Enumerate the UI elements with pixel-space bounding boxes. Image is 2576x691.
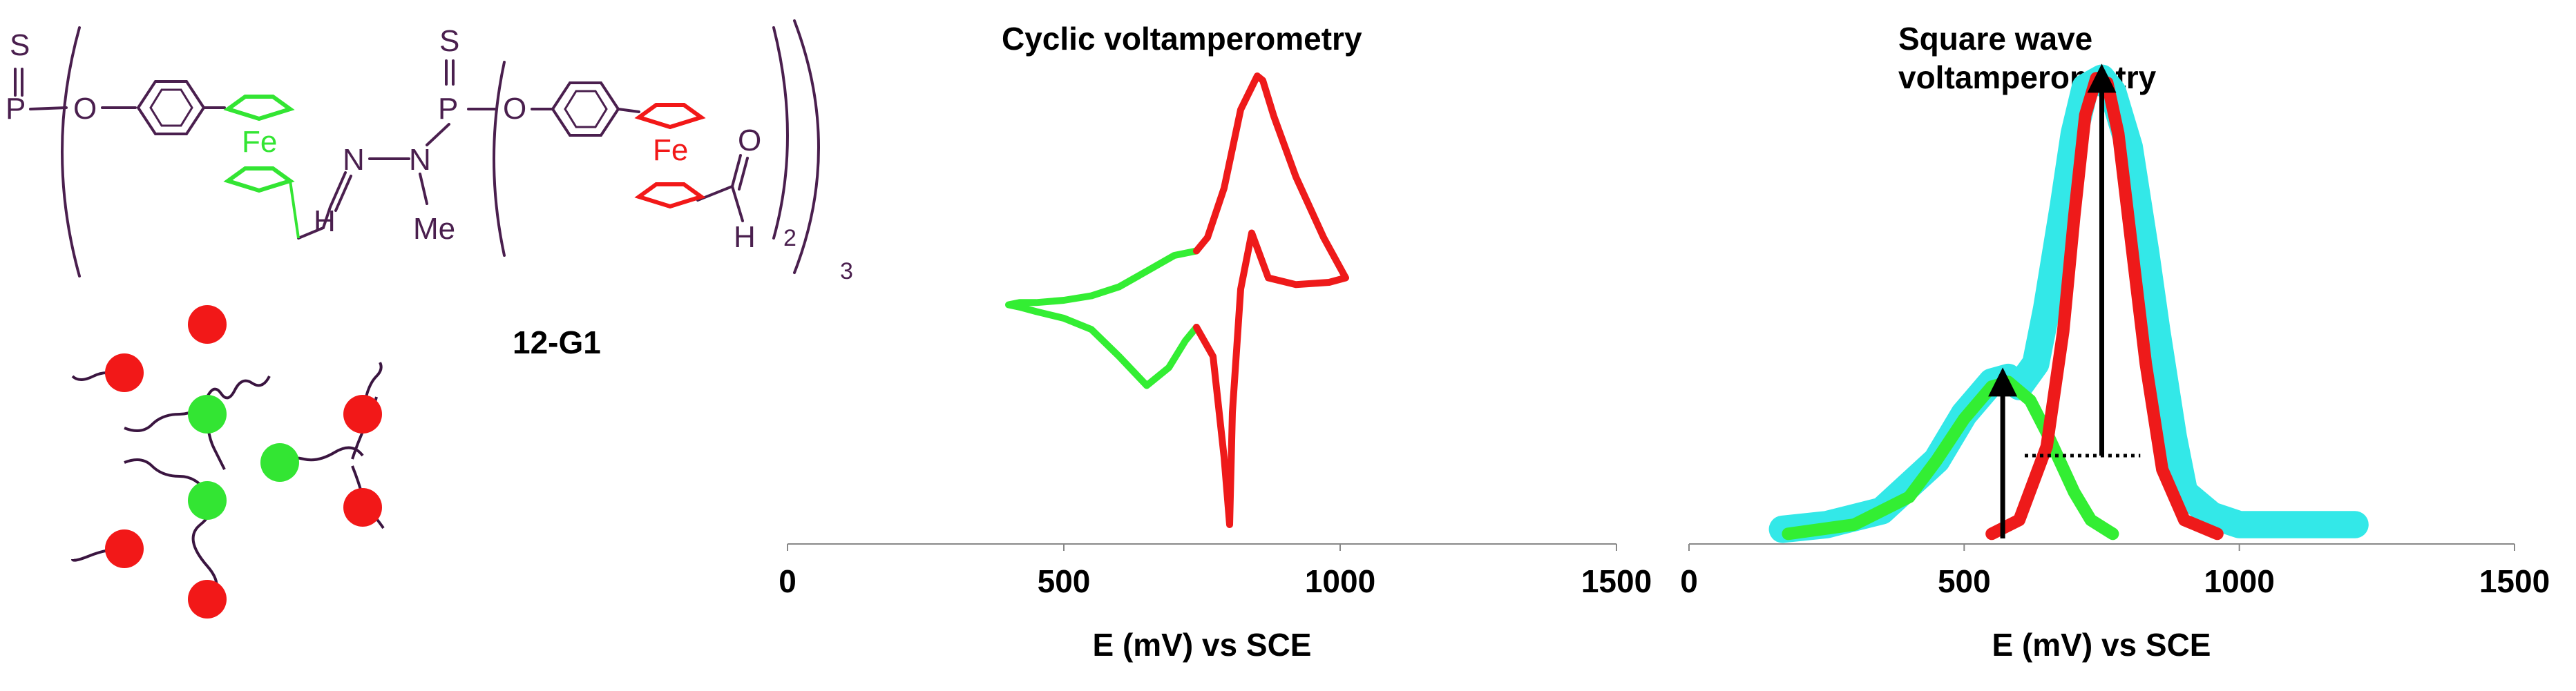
bond-ring-cp-right [617,108,640,113]
bond-p-o-left [29,106,68,110]
bracket-inner-right [772,26,789,240]
atom-h-imine: H [314,204,336,238]
cv-series-red-ferrocene [1193,72,1349,528]
bond-cho-o-double [738,157,749,191]
cp-ring-red-top [634,103,706,130]
sw-annotations [1988,64,2141,538]
ferrocene-green [223,95,300,239]
bond-cho-o [731,154,742,188]
ferrocene-red [634,103,706,209]
sw-tick-label: 0 [1680,563,1698,599]
sw-ticks: 0 500 1000 1500 [1680,544,2550,599]
atom-s-right: S [439,24,459,58]
atom-p-left: P [6,92,26,126]
sw-chart: Square wave voltamperometry 0 500 1000 1500… [1680,21,2550,663]
phenyl-ring-left-inner [149,88,193,127]
bond-cho-h [731,185,744,222]
bond-n-p-right [426,123,450,146]
cartoon-node-lower-bottom-end [188,580,227,619]
sw-x-label: E (mV) vs SCE [1992,627,2211,663]
atom-o-right: O [503,92,526,126]
atom-o-aldehyde: O [738,124,761,157]
bond-n-me [419,173,428,205]
cartoon-node-right-upper-end [343,395,382,434]
atom-s-left: S [10,28,30,62]
bond-c-n-double-2 [334,175,352,212]
cartoon-node-upper-branch [188,395,227,434]
cv-series [1005,72,1349,528]
sw-tick-label: 500 [1938,563,1991,599]
cartoon-link-11 [365,362,383,398]
compound-label: 12-G1 [513,324,601,360]
atom-p-right: P [438,92,458,126]
atom-n-amine: N [409,143,431,177]
cartoon-node-right-lower-end [343,488,382,527]
cp-ring-green-bottom [223,166,295,193]
subscript-3: 3 [840,258,853,284]
cv-tick-label: 1000 [1305,563,1375,599]
cp-ring-green-top [223,95,295,121]
sw-tick-label: 1000 [2204,563,2274,599]
sw-tick-label: 1500 [2479,563,2550,599]
atom-labels: S P O N N H Me S P O O H 2 3 [6,24,853,284]
bond-ch-cp [297,226,325,240]
atom-fe-red: Fe [653,133,688,167]
cv-series-green-ferrocene [1005,247,1200,389]
bond-cp-green-ch [289,180,300,239]
cartoon-link-3 [124,458,209,495]
cv-tick-label: 1500 [1581,563,1652,599]
atom-n-imine: N [343,143,365,177]
cartoon-link-1 [206,376,271,400]
atom-o-left: O [73,92,97,126]
cartoon-node-upper-left-end [105,353,144,392]
cartoon-node-lower-left-end [105,529,144,568]
bracket-middle-left [493,61,506,257]
atom-h-aldehyde: H [734,220,756,254]
sw-title-line1: Square wave [1898,21,2092,57]
cv-ticks: 0 500 1000 1500 [779,544,1652,599]
atom-fe-green: Fe [242,125,277,159]
bracket-left [61,26,81,278]
cartoon-node-upper-top-end [188,305,227,344]
molecule-structure [14,19,820,278]
cp-ring-red-bottom [634,182,706,209]
subscript-2: 2 [783,225,796,251]
cv-title: Cyclic voltamperometry [1002,21,1362,57]
cv-x-label: E (mV) vs SCE [1093,627,1312,663]
cartoon-node-lower-branch [188,481,227,520]
bracket-outer-right [793,19,820,274]
cv-chart: Cyclic voltamperometry 0 500 1000 1500 E (m… [779,21,1652,663]
bond-ch-n [322,206,332,229]
atom-me: Me [413,212,455,246]
cv-tick-label: 0 [779,563,796,599]
cartoon-node-center [260,443,299,482]
phenyl-ring-right-inner [564,90,608,128]
cv-tick-label: 500 [1038,563,1091,599]
bond-c-n-double [329,171,347,208]
dendrimer-nodes [105,305,382,619]
sw-series [1768,64,2369,543]
